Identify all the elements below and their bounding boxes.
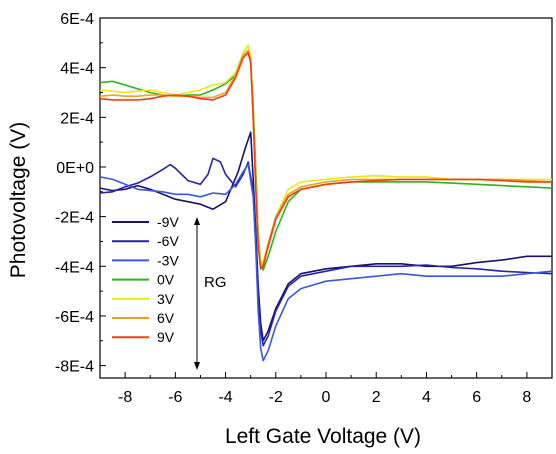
- y-tick-label: 2E-4: [60, 110, 94, 127]
- legend-label-9V: 9V: [157, 329, 175, 345]
- x-tick-label: 8: [522, 389, 531, 406]
- y-tick-label: 4E-4: [60, 61, 94, 78]
- x-tick-label: -8: [118, 389, 132, 406]
- x-axis-title: Left Gate Voltage (V): [225, 425, 421, 448]
- y-tick-label: 0E+0: [56, 160, 94, 177]
- series-line-9V: [100, 52, 552, 270]
- legend-label--9V: -9V: [157, 214, 179, 230]
- y-tick-label: 6E-4: [60, 11, 94, 28]
- series-group: [100, 44, 552, 362]
- x-tick-label: 0: [322, 389, 331, 406]
- legend-label-3V: 3V: [157, 291, 175, 307]
- x-tick-label: -2: [269, 389, 283, 406]
- legend-label--6V: -6V: [157, 233, 179, 249]
- legend-label--3V: -3V: [157, 252, 179, 268]
- series-line-3V: [100, 44, 552, 266]
- legend-label-6V: 6V: [157, 310, 175, 326]
- rg-annotation: RG: [204, 274, 227, 291]
- rg-arrow-head-top: [194, 217, 200, 225]
- x-tick-label: -4: [218, 389, 232, 406]
- x-tick-label: 6: [472, 389, 481, 406]
- rg-arrow-head-bottom: [194, 362, 200, 370]
- y-axis-title: Photovoltage (V): [7, 122, 30, 278]
- y-tick-label: -4E-4: [55, 259, 94, 276]
- y-tick-label: -6E-4: [55, 309, 94, 326]
- x-tick-label: -6: [168, 389, 182, 406]
- y-tick-label: -8E-4: [55, 359, 94, 376]
- series-line--3V: [100, 163, 552, 362]
- legend-label-0V: 0V: [157, 272, 175, 288]
- y-tick-label: -2E-4: [55, 210, 94, 227]
- x-tick-label: 4: [422, 389, 431, 406]
- x-tick-label: 2: [372, 389, 381, 406]
